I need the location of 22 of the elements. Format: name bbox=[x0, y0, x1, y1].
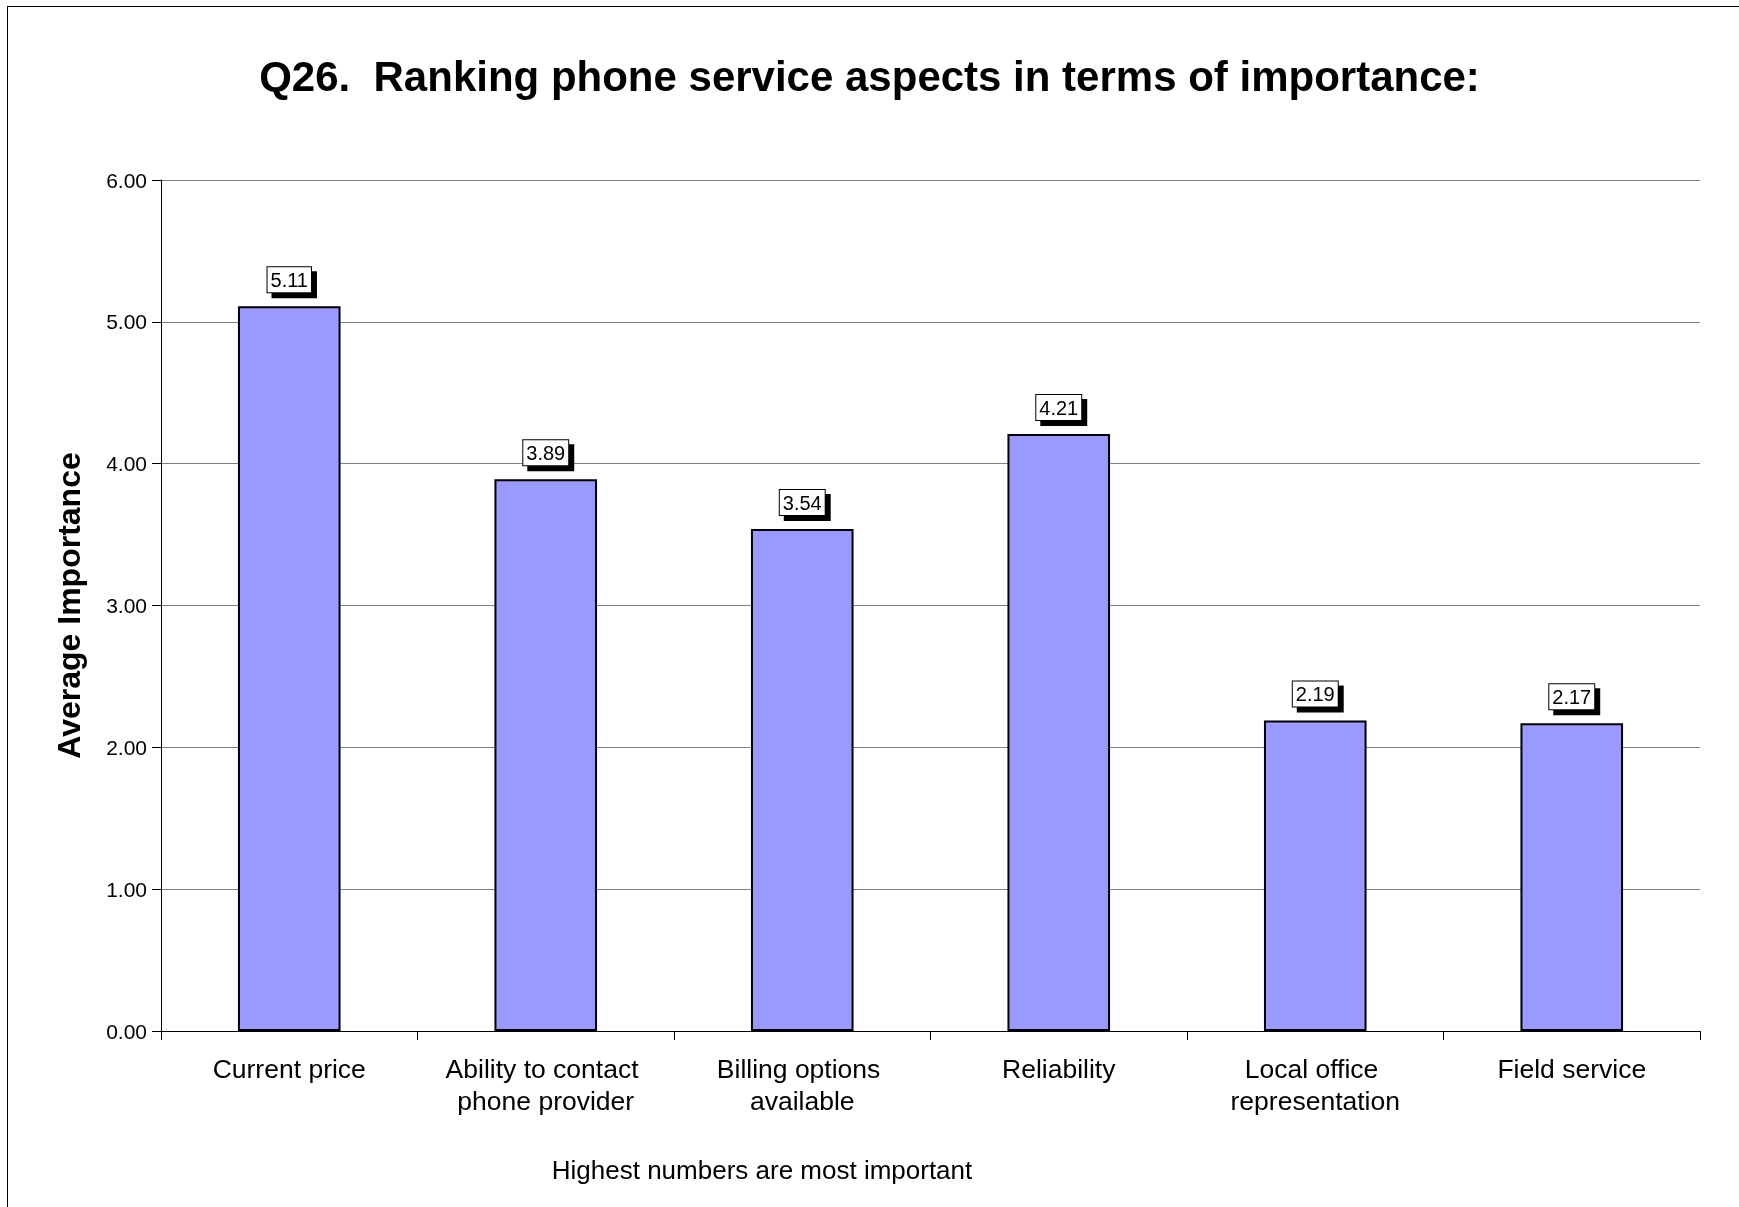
y-tick-label: 4.00 bbox=[106, 452, 147, 476]
y-tick-label: 0.00 bbox=[106, 1019, 147, 1043]
text: Highest numbers are most important bbox=[551, 1155, 974, 1185]
chart-title: Q26. Ranking phone service aspects in terms of importance: bbox=[259, 52, 1480, 100]
y-tick-label: 6.00 bbox=[106, 168, 147, 192]
x-tick-label: Local office representation bbox=[1230, 1054, 1400, 1116]
data-label: 2.17 bbox=[1552, 686, 1592, 709]
x-tick-label: Reliability bbox=[1002, 1054, 1117, 1084]
y-tick-label: 1.00 bbox=[106, 877, 147, 901]
data-label: 5.11 bbox=[270, 269, 308, 292]
data-label: 3.89 bbox=[526, 442, 566, 465]
y-axis-title: Average Importance bbox=[51, 452, 87, 759]
x-tick-label: Ability to contact phone provider bbox=[445, 1054, 646, 1116]
data-label: 2.19 bbox=[1295, 683, 1335, 706]
x-tick-label: Current price bbox=[212, 1054, 366, 1084]
x-tick-label: Field service bbox=[1497, 1054, 1647, 1084]
x-tick-label: Billing options available bbox=[716, 1054, 888, 1116]
y-tick-label: 3.00 bbox=[106, 594, 147, 617]
data-label: 3.54 bbox=[782, 491, 822, 514]
y-tick-label: 2.00 bbox=[106, 735, 147, 759]
data-label: 4.21 bbox=[1039, 396, 1079, 419]
y-tick-label: 5.00 bbox=[106, 310, 147, 334]
